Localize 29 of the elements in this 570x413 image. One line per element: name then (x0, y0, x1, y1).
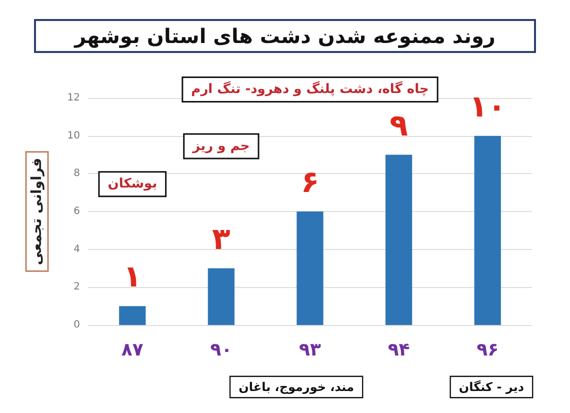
data-label: ۱۰ (469, 89, 506, 124)
x-tick-label: ۸۷ (121, 340, 144, 360)
data-label: ۹ (390, 108, 408, 144)
x-tick-label: ۹۰ (210, 340, 232, 360)
y-axis-title: فراوانی تجمعی (29, 158, 45, 266)
bar (119, 306, 146, 325)
data-label: ۱ (123, 260, 142, 295)
bar (385, 154, 412, 325)
bar (474, 136, 501, 325)
bar (208, 268, 235, 325)
text: دیر - کنگان (458, 380, 524, 394)
y-tick-label: 6 (74, 206, 80, 217)
y-tick-label: 2 (74, 282, 80, 293)
chart-title: روند ممنوعه شدن دشت های استان بوشهر (74, 24, 496, 48)
annotation: بوشکان (108, 176, 158, 192)
y-tick-label: 4 (74, 244, 80, 255)
x-tick-label: ۹۶ (476, 340, 499, 360)
annotation: جم و ریز (192, 138, 250, 154)
y-tick-label: 8 (74, 168, 80, 180)
x-tick-label: ۹۳ (299, 340, 321, 360)
text: مند، خورموج، باغان (238, 380, 354, 394)
y-tick-label: 10 (67, 130, 80, 142)
data-label: ۳ (212, 222, 230, 257)
bar (296, 212, 324, 325)
y-tick-label: 0 (74, 320, 80, 330)
text: چاه گاه، دشت پلنگ و دهرود- تنگ ارم (191, 81, 429, 97)
data-label: ۶ (300, 165, 320, 200)
x-tick-label: ۹۴ (388, 340, 410, 360)
y-tick-label: 12 (67, 92, 80, 104)
